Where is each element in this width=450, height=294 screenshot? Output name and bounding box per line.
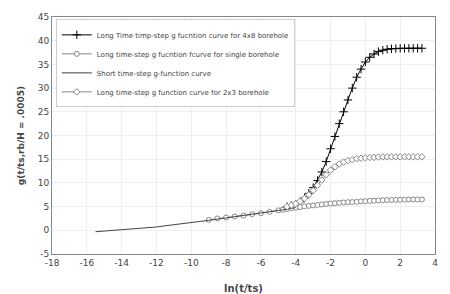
svg-text:-4: -4 <box>291 258 300 268</box>
svg-text:10: 10 <box>38 178 50 188</box>
svg-text:15: 15 <box>38 154 49 164</box>
svg-text:Long time-step g fucntion fcur: Long time-step g fucntion fcurve for sin… <box>97 51 279 59</box>
svg-text:45: 45 <box>38 12 49 22</box>
svg-text:5: 5 <box>43 202 49 212</box>
svg-text:-5: -5 <box>40 249 49 259</box>
svg-text:0: 0 <box>362 258 368 268</box>
svg-text:-6: -6 <box>256 258 265 268</box>
svg-text:25: 25 <box>38 107 49 117</box>
svg-text:-16: -16 <box>79 258 94 268</box>
svg-text:Short time-step g-function cur: Short time-step g-function curve <box>97 70 211 78</box>
svg-text:Long Time timp-step g fucntion: Long Time timp-step g fucntion curve for… <box>97 32 289 40</box>
svg-text:0: 0 <box>43 225 49 235</box>
svg-text:g(t/ts,rb/H = .0005): g(t/ts,rb/H = .0005) <box>16 86 26 185</box>
svg-text:-10: -10 <box>184 258 199 268</box>
svg-text:20: 20 <box>38 131 50 141</box>
svg-text:-18: -18 <box>45 258 60 268</box>
svg-text:Long time-step g function curv: Long time-step g function curve for 2x3 … <box>97 89 269 97</box>
svg-text:35: 35 <box>38 60 49 70</box>
svg-text:40: 40 <box>38 36 50 46</box>
svg-text:-8: -8 <box>222 258 231 268</box>
svg-text:ln(t/ts): ln(t/ts) <box>224 283 263 294</box>
svg-text:-12: -12 <box>149 258 164 268</box>
svg-text:-2: -2 <box>326 258 335 268</box>
svg-text:-14: -14 <box>114 258 129 268</box>
svg-text:4: 4 <box>432 258 438 268</box>
svg-text:30: 30 <box>38 83 50 93</box>
svg-text:2: 2 <box>397 258 403 268</box>
